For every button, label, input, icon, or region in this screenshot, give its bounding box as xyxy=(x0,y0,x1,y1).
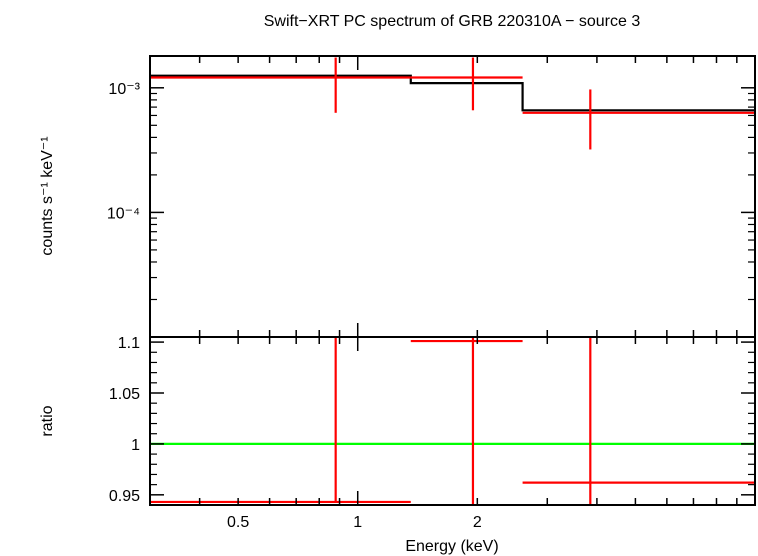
ratio-frame xyxy=(149,336,756,506)
x-axis-label: Energy (keV) xyxy=(405,538,498,555)
x-tick-label: 1 xyxy=(353,514,362,531)
spectrum-y-tick-label: 10⁻³ xyxy=(108,81,140,98)
ratio-y-tick-label: 1.05 xyxy=(109,386,140,403)
spectrum-y-tick-label: 10⁻⁴ xyxy=(107,205,140,222)
ratio-data-point-3 xyxy=(522,337,755,505)
plot-frames xyxy=(149,55,756,506)
spectrum-data-point-1 xyxy=(150,57,411,113)
chart-title: Swift−XRT PC spectrum of GRB 220310A − s… xyxy=(264,13,641,30)
x-tick-label: 0.5 xyxy=(227,514,249,531)
ratio-y-tick-label: 1.1 xyxy=(118,335,140,352)
spectrum-data-area xyxy=(150,57,755,150)
ratio-y-axis-label: ratio xyxy=(39,405,56,436)
plot-content xyxy=(150,57,755,505)
spectrum-data-point-3 xyxy=(522,89,755,150)
ratio-data-area xyxy=(150,337,755,505)
ratio-data-point-1 xyxy=(150,337,411,504)
ratio-y-tick-label: 1 xyxy=(131,437,140,454)
x-tick-label: 2 xyxy=(473,514,482,531)
spectrum-model-step xyxy=(150,74,755,112)
plot-labels: Swift−XRT PC spectrum of GRB 220310A − s… xyxy=(39,13,640,555)
spectrum-y-axis-label: counts s⁻¹ keV⁻¹ xyxy=(39,136,56,255)
ratio-data-point-2 xyxy=(410,337,523,505)
spectrum-frame xyxy=(149,55,756,338)
spectrum-data-point-2 xyxy=(410,57,523,111)
ratio-y-tick-label: 0.95 xyxy=(109,488,140,505)
